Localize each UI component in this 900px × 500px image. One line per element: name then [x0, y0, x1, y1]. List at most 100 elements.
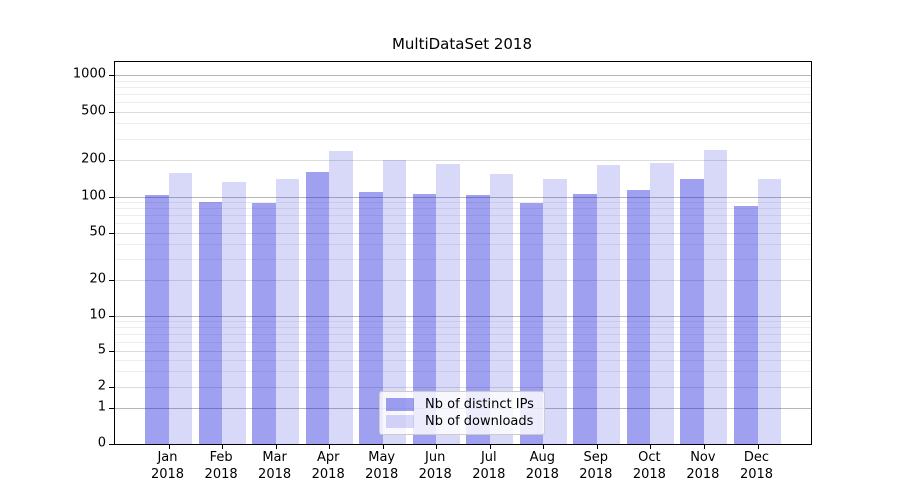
y-tick-mark [109, 387, 115, 388]
bar-distinct-ips [198, 202, 223, 444]
x-tick-mark [275, 444, 277, 449]
x-label-month: Oct [638, 450, 661, 465]
x-label-month: May [368, 450, 396, 465]
bar-distinct-ips [252, 203, 276, 444]
minor-gridline [115, 202, 811, 204]
y-axis-tick-label: 2 [97, 378, 106, 394]
bar-downloads [596, 165, 621, 444]
x-label-year: 2018 [579, 467, 613, 482]
y-tick-mark [109, 75, 115, 76]
bar-distinct-ips [466, 195, 490, 444]
x-tick-mark [703, 444, 705, 449]
x-axis-tick-label: Jun 2018 [419, 449, 452, 483]
x-label-month: Sep [583, 450, 609, 465]
x-label-year: 2018 [525, 467, 559, 482]
bar-downloads [757, 178, 781, 444]
y-axis-tick-label: 0 [97, 435, 106, 451]
major-gridline [115, 351, 811, 352]
y-axis-tick-label: 50 [89, 224, 106, 240]
bar-downloads [436, 164, 460, 444]
x-axis-tick-label: Sep 2018 [579, 449, 612, 483]
y-axis-tick-label: 500 [81, 103, 106, 119]
x-axis-tick-label: Jan 2018 [151, 449, 184, 483]
minor-gridline [115, 93, 811, 95]
x-tick-mark [382, 444, 384, 449]
minor-gridline [115, 80, 811, 82]
y-tick-mark [109, 196, 115, 198]
x-label-month: Feb [209, 450, 233, 465]
bar-distinct-ips [145, 195, 169, 444]
x-label-year: 2018 [686, 467, 720, 482]
legend-row-distinct-ips: Nb of distinct IPs [386, 396, 536, 413]
x-tick-mark [329, 444, 331, 449]
minor-gridline [115, 138, 811, 140]
y-tick-mark [109, 232, 115, 234]
major-gridline [115, 316, 811, 317]
bar-distinct-ips [680, 178, 704, 444]
x-label-month: Aug [529, 450, 555, 465]
x-tick-mark [596, 444, 598, 449]
bar-distinct-ips [626, 190, 651, 444]
x-label-month: Jan [157, 450, 178, 465]
x-label-year: 2018 [311, 467, 345, 482]
y-tick-mark [109, 444, 115, 445]
minor-gridline [115, 321, 811, 323]
x-axis-tick-label: Jul 2018 [472, 449, 505, 483]
x-label-year: 2018 [418, 467, 452, 482]
x-axis-tick-label: Feb 2018 [205, 449, 238, 483]
bar-downloads [275, 178, 300, 444]
bar-distinct-ips [734, 206, 758, 444]
y-tick-mark [109, 160, 115, 162]
minor-gridline [115, 359, 811, 361]
x-axis-tick-label: Mar 2018 [258, 449, 291, 483]
x-tick-mark [757, 444, 759, 449]
bar-downloads [703, 149, 728, 444]
bar-distinct-ips [573, 194, 597, 444]
plot-area: Nb of distinct IPs Nb of downloads [109, 61, 812, 449]
bar-downloads [168, 172, 192, 444]
major-gridline [115, 75, 811, 76]
major-gridline [115, 387, 811, 388]
minor-gridline [115, 215, 811, 217]
minor-gridline [115, 341, 811, 343]
x-axis-tick-label: Dec 2018 [740, 449, 773, 483]
major-gridline [115, 160, 811, 162]
x-tick-mark [489, 444, 491, 449]
y-axis-tick-label: 20 [89, 271, 106, 287]
x-axis-tick-label: Nov 2018 [686, 449, 719, 483]
minor-gridline [115, 208, 811, 210]
x-tick-mark [222, 444, 224, 449]
bar-downloads [382, 160, 407, 444]
major-gridline [115, 232, 811, 234]
bar-distinct-ips [305, 171, 330, 444]
minor-gridline [115, 327, 811, 329]
y-tick-mark [109, 316, 115, 317]
x-label-year: 2018 [365, 467, 399, 482]
bar-downloads [489, 173, 514, 444]
bar-distinct-ips [359, 191, 383, 444]
legend-row-downloads: Nb of downloads [386, 413, 536, 430]
bar-downloads [329, 151, 353, 444]
chart-title: MultiDataSet 2018 [391, 35, 533, 53]
minor-gridline [115, 102, 811, 103]
x-tick-mark [650, 444, 652, 449]
x-label-month: Dec [743, 450, 770, 465]
legend: Nb of distinct IPs Nb of downloads [379, 391, 545, 435]
minor-gridline [115, 244, 811, 246]
legend-label-downloads: Nb of downloads [425, 414, 534, 429]
x-axis: Jan 2018 Feb 2018 Mar 2018 Apr 2018 May 2018 Jun 20… [114, 449, 810, 489]
x-label-month: Mar [262, 450, 287, 465]
y-tick-mark [109, 351, 115, 352]
y-tick-mark [109, 407, 115, 409]
major-gridline [115, 280, 811, 282]
x-label-year: 2018 [258, 467, 292, 482]
x-label-year: 2018 [150, 467, 185, 482]
x-axis-tick-label: Apr 2018 [312, 449, 345, 483]
minor-gridline [115, 259, 811, 261]
x-label-year: 2018 [472, 467, 506, 482]
x-label-month: Nov [690, 450, 716, 465]
bar-downloads [222, 181, 246, 444]
x-axis-tick-label: Oct 2018 [633, 449, 666, 483]
bar-distinct-ips [412, 193, 437, 444]
x-tick-mark [543, 444, 545, 449]
